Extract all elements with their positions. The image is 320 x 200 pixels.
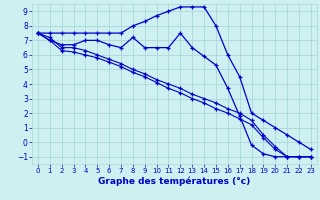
X-axis label: Graphe des températures (°c): Graphe des températures (°c)	[98, 177, 251, 186]
